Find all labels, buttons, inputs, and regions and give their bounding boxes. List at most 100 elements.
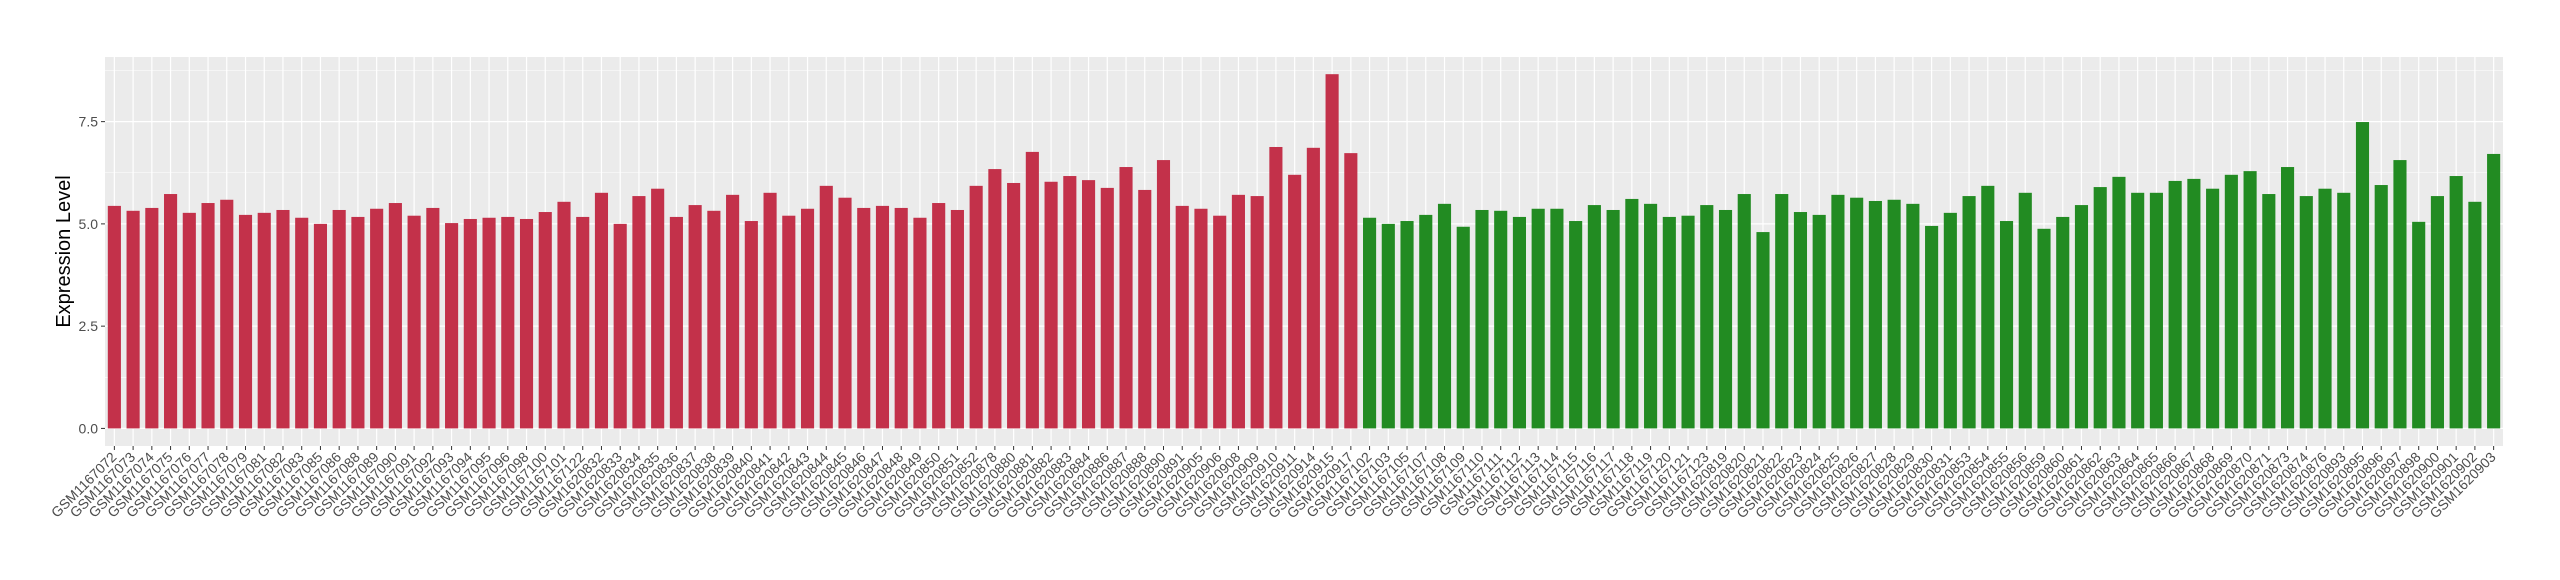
bar-GSM1167111: [1494, 210, 1508, 429]
bar-GSM1167105: [1400, 221, 1414, 429]
bar-GSM1167122: [576, 216, 590, 429]
bars: [107, 74, 2501, 429]
bar-GSM1620837: [688, 205, 702, 429]
bar-GSM1620825: [1831, 194, 1845, 429]
bar-GSM1620824: [1812, 214, 1826, 429]
bar-GSM1620854: [1981, 185, 1995, 429]
bar-GSM1620876: [2318, 188, 2332, 429]
bar-GSM1167123: [1700, 205, 1714, 429]
bar-GSM1620869: [2224, 174, 2238, 429]
bar-GSM1620847: [875, 205, 890, 429]
bar-GSM1167082: [276, 209, 290, 429]
bar-GSM1620830: [1925, 225, 1939, 429]
bar-GSM1620833: [613, 223, 627, 429]
bar-GSM1620915: [1325, 74, 1339, 429]
bar-GSM1620898: [2412, 221, 2426, 429]
bar-GSM1620850: [932, 203, 946, 429]
bar-GSM1167107: [1419, 214, 1433, 429]
bar-GSM1620903: [2487, 153, 2501, 429]
bar-GSM1620840: [744, 221, 758, 429]
bar-GSM1620849: [913, 217, 927, 429]
bar-GSM1167120: [1662, 216, 1676, 429]
bar-GSM1620914: [1306, 147, 1320, 429]
bar-GSM1167096: [501, 216, 515, 429]
bar-GSM1620839: [726, 194, 740, 429]
bar-GSM1620909: [1250, 196, 1264, 429]
bar-GSM1620836: [669, 216, 683, 429]
bar-GSM1620886: [1100, 187, 1114, 429]
bar-GSM1167113: [1531, 208, 1545, 429]
bar-GSM1620870: [2243, 171, 2257, 429]
bar-GSM1620874: [2299, 196, 2313, 429]
bar-GSM1620853: [1962, 196, 1976, 429]
bar-GSM1167095: [482, 217, 496, 429]
y-tick-label: 7.5: [79, 114, 99, 130]
bar-GSM1167109: [1456, 226, 1470, 429]
bar-GSM1620868: [2206, 188, 2220, 429]
bar-GSM1620838: [707, 210, 721, 429]
bar-GSM1167074: [145, 207, 159, 429]
bar-GSM1620905: [1194, 208, 1208, 429]
bar-GSM1167076: [182, 212, 196, 429]
y-tick-label: 2.5: [79, 318, 99, 334]
bar-GSM1167085: [313, 223, 328, 429]
bar-GSM1167114: [1550, 208, 1564, 429]
bar-GSM1620866: [2168, 180, 2182, 429]
y-tick-label: 0.0: [79, 420, 99, 436]
bar-GSM1167121: [1681, 215, 1695, 429]
bar-GSM1620831: [1943, 212, 1957, 429]
bar-GSM1167078: [220, 199, 234, 429]
bar-GSM1620822: [1775, 194, 1789, 429]
bar-GSM1620871: [2262, 194, 2276, 429]
bar-GSM1620890: [1156, 160, 1171, 429]
bar-GSM1167101: [557, 201, 571, 429]
bar-GSM1620860: [2056, 216, 2070, 429]
bar-GSM1620864: [2131, 192, 2145, 429]
bar-GSM1620882: [1044, 181, 1058, 429]
bar-GSM1620908: [1231, 194, 1245, 429]
bar-GSM1167086: [332, 209, 346, 429]
bar-GSM1620844: [819, 185, 833, 429]
bar-GSM1167115: [1569, 221, 1583, 429]
bar-GSM1620873: [2280, 167, 2295, 429]
bar-GSM1167110: [1475, 209, 1489, 429]
bar-GSM1620902: [2468, 201, 2482, 429]
bar-GSM1167098: [519, 218, 534, 429]
bar-GSM1620842: [782, 215, 796, 429]
bar-GSM1620887: [1119, 167, 1133, 429]
bar-GSM1167119: [1644, 203, 1658, 429]
bar-GSM1620884: [1081, 180, 1096, 429]
bar-GSM1620896: [2374, 185, 2388, 429]
bar-GSM1620845: [838, 197, 852, 429]
bar-GSM1167118: [1625, 198, 1639, 429]
bar-GSM1620834: [632, 196, 646, 429]
bar-GSM1620888: [1138, 189, 1152, 429]
bar-GSM1620911: [1288, 174, 1302, 429]
bar-GSM1167092: [426, 207, 440, 429]
bar-GSM1620823: [1793, 212, 1808, 429]
bar-GSM1620843: [800, 208, 815, 429]
bar-GSM1167073: [126, 210, 140, 429]
bar-GSM1167093: [445, 223, 459, 429]
bar-GSM1620897: [2393, 160, 2407, 429]
bar-GSM1620829: [1906, 203, 1920, 429]
bar-GSM1620827: [1868, 200, 1882, 429]
bar-GSM1620856: [2018, 192, 2032, 429]
bar-GSM1620863: [2112, 176, 2126, 429]
bar-GSM1167094: [463, 218, 477, 429]
bar-GSM1620881: [1025, 151, 1039, 429]
bar-GSM1620893: [2337, 192, 2351, 429]
bar-GSM1167075: [164, 194, 178, 429]
bar-GSM1620835: [651, 188, 665, 429]
y-axis-title: Expression Level: [53, 175, 75, 327]
bar-GSM1167102: [1363, 217, 1377, 429]
bar-GSM1167081: [257, 212, 271, 429]
bar-GSM1620867: [2187, 178, 2201, 429]
bar-GSM1167089: [370, 208, 384, 429]
bar-GSM1167079: [238, 214, 253, 429]
y-tick-label: 5.0: [79, 216, 99, 232]
y-axis: 0.0 2.5 5.0 7.5: [79, 114, 105, 436]
bar-GSM1167108: [1437, 203, 1452, 429]
bar-GSM1620883: [1063, 176, 1077, 429]
